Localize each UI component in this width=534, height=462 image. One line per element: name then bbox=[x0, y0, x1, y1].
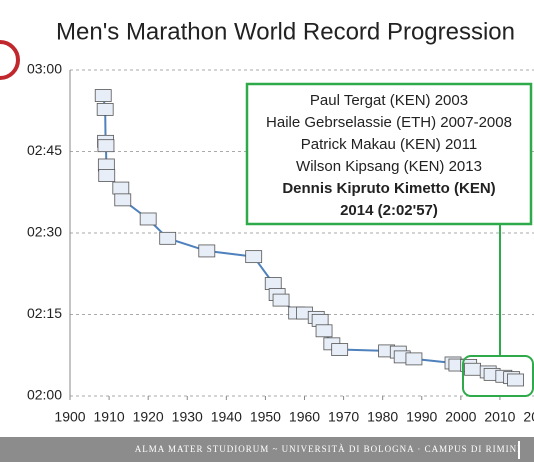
y-tick-label: 02:30 bbox=[27, 224, 62, 240]
x-tick-label: 1980 bbox=[367, 409, 398, 425]
x-tick-label: 1960 bbox=[289, 409, 320, 425]
footer: ALMA MATER STUDIORUM ~ UNIVERSITÀ DI BOL… bbox=[135, 444, 521, 454]
record-marker bbox=[98, 169, 116, 182]
record-marker bbox=[139, 212, 157, 226]
record-marker bbox=[94, 89, 112, 102]
x-tick-label: 1990 bbox=[406, 409, 437, 425]
record-marker bbox=[97, 139, 115, 153]
annotation: 2014 (2:02'57) bbox=[340, 202, 438, 219]
footer-bar bbox=[0, 437, 534, 462]
record-marker bbox=[507, 373, 524, 387]
record-marker bbox=[272, 293, 290, 307]
x-tick-label: 2000 bbox=[445, 409, 476, 425]
record-marker bbox=[464, 362, 481, 376]
x-tick-label: 1910 bbox=[94, 409, 125, 425]
x-tick-label: 2010 bbox=[484, 409, 515, 425]
annotation: Haile Gebrselassie (ETH) 2007-2008 bbox=[266, 114, 512, 131]
x-tick-label: 1920 bbox=[133, 409, 164, 425]
x-tick-label: 1930 bbox=[172, 409, 203, 425]
record-marker bbox=[264, 277, 282, 290]
y-tick-label: 03:00 bbox=[27, 61, 62, 77]
record-marker bbox=[405, 352, 423, 366]
record-marker bbox=[245, 250, 263, 264]
record-marker bbox=[114, 193, 132, 207]
x-tick-label: 1970 bbox=[328, 409, 359, 425]
x-tick-label: 1940 bbox=[211, 409, 242, 425]
record-marker bbox=[159, 231, 177, 245]
annotation: Patrick Makau (KEN) 2011 bbox=[301, 136, 477, 153]
chart-title: Men's Marathon World Record Progression bbox=[56, 18, 515, 45]
record-marker bbox=[331, 343, 349, 356]
record-marker bbox=[112, 181, 130, 195]
logo bbox=[0, 40, 20, 80]
annotation: Wilson Kipsang (KEN) 2013 bbox=[296, 158, 482, 175]
annotation-box bbox=[245, 82, 533, 226]
y-tick-label: 02:15 bbox=[27, 305, 62, 321]
record-marker bbox=[96, 102, 114, 116]
annotation: Paul Tergat (KEN) 2003 bbox=[310, 92, 468, 109]
plot-area: 02:00 02:15 02:30 02:45 03:00 1900 1910 1920 193… bbox=[27, 61, 534, 425]
record-marker bbox=[315, 324, 333, 338]
x-tick-label: 1950 bbox=[250, 409, 281, 425]
highlight bbox=[462, 355, 534, 397]
annotations: Paul Tergat (KEN) 2003 Haile Gebrselassie… bbox=[266, 92, 512, 219]
x-tick-label: 2020 bbox=[523, 409, 534, 425]
record-marker bbox=[198, 244, 216, 258]
annotation: Dennis Kipruto Kimetto (KEN) bbox=[282, 180, 495, 197]
y-tick-label: 02:45 bbox=[27, 142, 62, 158]
x-tick-label: 1900 bbox=[54, 409, 85, 425]
y-tick-label: 02:00 bbox=[27, 387, 62, 403]
